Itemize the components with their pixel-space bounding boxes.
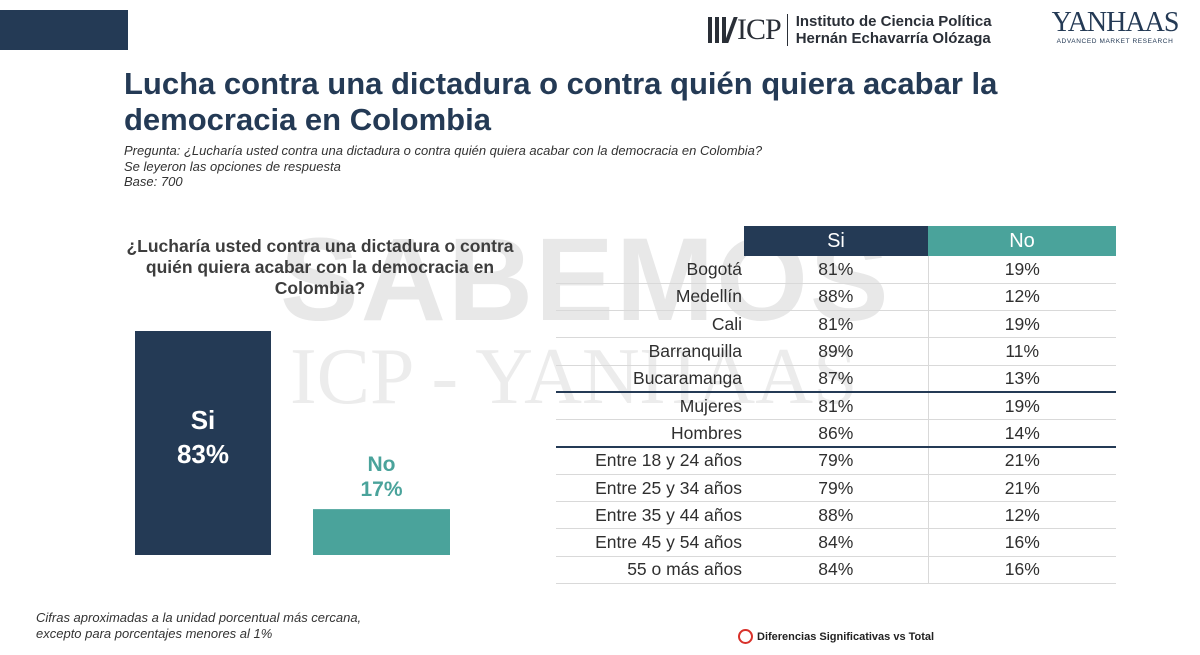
yanhaas-logo-text: YANHAAS (1051, 7, 1180, 38)
footnote: Cifras aproximadas a la unidad porcentua… (36, 610, 362, 641)
table-row: Medellín 88% 12% (556, 283, 1116, 312)
row-no-value: 19% (928, 256, 1116, 284)
table-row: Entre 45 y 54 años 84% 16% (556, 528, 1116, 557)
row-label: Entre 25 y 34 años (556, 474, 744, 503)
row-label: 55 o más años (556, 556, 744, 585)
header-si: Si (744, 226, 928, 256)
significance-legend-label: Diferencias Significativas vs Total (757, 630, 935, 643)
row-si-value: 81% (744, 310, 929, 339)
table-header-row: Si No (556, 226, 1116, 256)
table-row: Cali 81% 19% (556, 310, 1116, 339)
row-si-value: 88% (744, 501, 929, 530)
row-si-value: 86% (744, 419, 929, 448)
row-si-value: 84% (744, 528, 929, 557)
slide-title: Lucha contra una dictadura o contra quié… (124, 66, 998, 137)
bar-si (135, 331, 271, 555)
row-no-value: 21% (928, 446, 1116, 475)
row-si-value: 88% (744, 283, 929, 312)
note-base: Base: 700 (124, 174, 183, 189)
bar-category-label: Si (191, 405, 216, 435)
bar-no (313, 509, 450, 555)
table-row: Entre 25 y 34 años 79% 21% (556, 474, 1116, 503)
row-si-value: 89% (744, 337, 929, 366)
row-si-value: 84% (744, 556, 929, 585)
row-si-value: 87% (744, 365, 929, 393)
row-label: Cali (556, 310, 744, 339)
corner-accent-bar (0, 10, 128, 50)
row-label: Entre 18 y 24 años (556, 446, 744, 475)
bar-value-label: 83% (177, 439, 229, 469)
row-si-value: 79% (744, 474, 929, 503)
note-read-options: Se leyeron las opciones de respuesta (124, 158, 341, 174)
row-label: Entre 35 y 44 años (556, 501, 744, 530)
table-row: Bucaramanga 87% 13% (556, 365, 1116, 393)
icp-divider (786, 14, 788, 46)
breakdown-table: Si No Bogotá 81% 19% Medellín 88% 12% Cali 81% 1… (556, 226, 1116, 585)
table-row: Entre 35 y 44 años 88% 12% (556, 501, 1116, 530)
table-row: Entre 18 y 24 años 79% 21% (556, 446, 1116, 475)
institute-line-1: Instituto de Ciencia Política (795, 13, 992, 30)
institute-name: Instituto de Ciencia Política Hernán Ech… (796, 13, 992, 47)
table-row: 55 o más años 84% 16% (556, 556, 1116, 585)
chart-question: ¿Lucharía usted contra una dictadura o c… (126, 236, 514, 298)
bar-value-label: 17% (360, 478, 402, 501)
table-row: Bogotá 81% 19% (556, 256, 1116, 284)
row-label: Hombres (556, 419, 744, 448)
row-no-value: 16% (928, 528, 1116, 557)
row-no-value: 19% (928, 391, 1116, 421)
row-si-value: 81% (744, 256, 929, 284)
survey-notes: Pregunta: ¿Lucharía usted contra una dic… (124, 143, 762, 190)
bar-category-label: No (368, 453, 396, 476)
yanhaas-logo: YANHAAS ADVANCED MARKET RESEARCH (1046, 8, 1184, 48)
note-question: Pregunta: ¿Lucharía usted contra una dic… (124, 143, 763, 158)
row-si-value: 81% (744, 391, 929, 421)
significance-legend: Diferencias Significativas vs Total (738, 629, 934, 644)
yanhaas-tagline: ADVANCED MARKET RESEARCH (1056, 38, 1174, 45)
row-si-value: 79% (744, 446, 929, 475)
row-no-value: 11% (928, 337, 1116, 366)
row-no-value: 13% (928, 365, 1116, 393)
row-no-value: 12% (928, 283, 1116, 312)
row-label: Mujeres (556, 391, 744, 421)
row-label: Bogotá (556, 256, 744, 284)
table-row: Barranquilla 89% 11% (556, 337, 1116, 366)
header-blank (556, 226, 744, 256)
table-row: Hombres 86% 14% (556, 419, 1116, 448)
header-no: No (928, 226, 1116, 256)
institute-line-2: Hernán Echavarría Olózaga (795, 30, 991, 47)
icp-logo: ICP Instituto de Ciencia Política Hernán… (708, 10, 992, 50)
breakdown-table-wrap: Si No Bogotá 81% 19% Medellín 88% 12% Cali 81% 1… (556, 226, 1116, 585)
row-label: Entre 45 y 54 años (556, 528, 744, 557)
red-circle-icon (738, 629, 753, 644)
row-no-value: 21% (928, 474, 1116, 503)
row-no-value: 16% (928, 556, 1116, 585)
row-no-value: 12% (928, 501, 1116, 530)
row-label: Bucaramanga (556, 365, 744, 393)
row-label: Medellín (556, 283, 744, 312)
icp-bars-icon (708, 15, 738, 45)
row-label: Barranquilla (556, 337, 744, 366)
row-no-value: 19% (928, 310, 1116, 339)
icp-logo-text: ICP (737, 13, 782, 46)
row-no-value: 14% (928, 419, 1116, 448)
table-row: Mujeres 81% 19% (556, 391, 1116, 421)
